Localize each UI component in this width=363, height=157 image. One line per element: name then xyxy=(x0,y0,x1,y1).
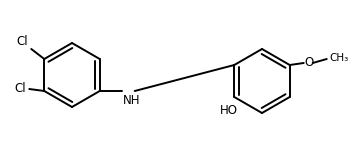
Text: HO: HO xyxy=(220,104,238,117)
Text: CH₃: CH₃ xyxy=(330,53,349,63)
Text: O: O xyxy=(305,57,314,70)
Text: Cl: Cl xyxy=(15,82,26,95)
Text: Cl: Cl xyxy=(17,35,28,48)
Text: NH: NH xyxy=(123,94,140,107)
